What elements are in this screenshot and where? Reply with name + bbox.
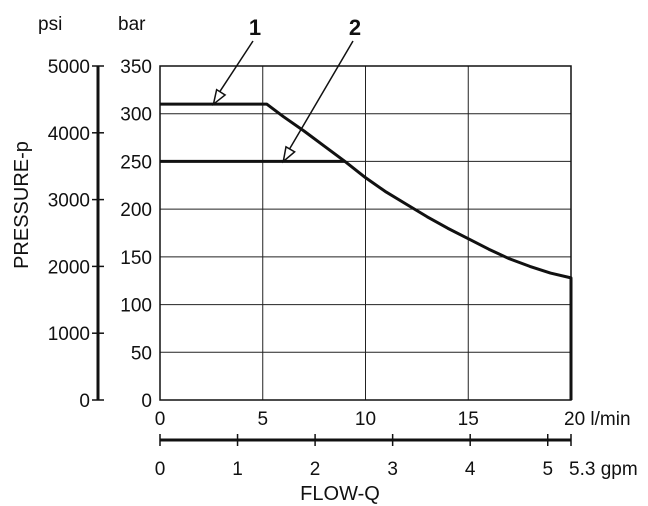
lmin-tick-label: 20 l/min [564,409,631,430]
psi-tick-label: 3000 [48,191,90,212]
psi-tick-label: 4000 [48,124,90,145]
arrowhead-2 [282,145,296,164]
lmin-tick-label: 10 [355,409,376,430]
leader-line-1 [218,40,254,93]
arrowhead-1 [212,88,227,107]
bar-tick-label: 150 [120,248,152,269]
psi-axis: 0 1000 2000 3000 4000 5000 [48,57,104,412]
gpm-tick-label: 2 [310,459,321,480]
bar-tick-labels: 0 50 100 150 200 250 300 350 [120,57,152,412]
series-line-1 [160,102,573,400]
psi-tick-label: 1000 [48,324,90,345]
bar-tick-label: 0 [141,391,152,412]
gpm-axis: 0 1 2 3 4 5 5.3 gpm [155,434,638,480]
x-axis-title: FLOW-Q [300,483,380,505]
bar-tick-label: 50 [131,343,152,364]
bar-tick-label: 300 [120,105,152,126]
leader-line-2 [288,40,354,150]
grid [159,65,572,401]
plot-frame [159,65,572,401]
bar-tick-label: 350 [120,57,152,78]
psi-unit-label: psi [38,14,62,35]
y-axis-title: PRESSURE-p [11,141,33,269]
curve-label-1: 1 [249,15,261,40]
gpm-tick-label: 5 [542,459,553,480]
gpm-tick-label: 4 [465,459,476,480]
series-layer [160,102,573,400]
bar-tick-label: 100 [120,296,152,317]
gpm-tick-label: 3 [387,459,398,480]
gpm-tick-label: 5.3 gpm [569,459,638,480]
psi-tick-label: 0 [79,391,90,412]
lmin-tick-label: 5 [257,409,268,430]
bar-tick-label: 200 [120,200,152,221]
lmin-tick-label: 0 [155,409,166,430]
gpm-tick-label: 0 [155,459,166,480]
psi-tick-label: 5000 [48,57,90,78]
gpm-tick-label: 1 [232,459,243,480]
psi-tick-label: 2000 [48,257,90,278]
bar-tick-label: 250 [120,152,152,173]
bar-unit-label: bar [118,14,146,35]
lmin-tick-labels: 0 5 10 15 20 l/min [155,409,631,430]
curve-label-2: 2 [349,15,361,40]
lmin-tick-label: 15 [458,409,479,430]
